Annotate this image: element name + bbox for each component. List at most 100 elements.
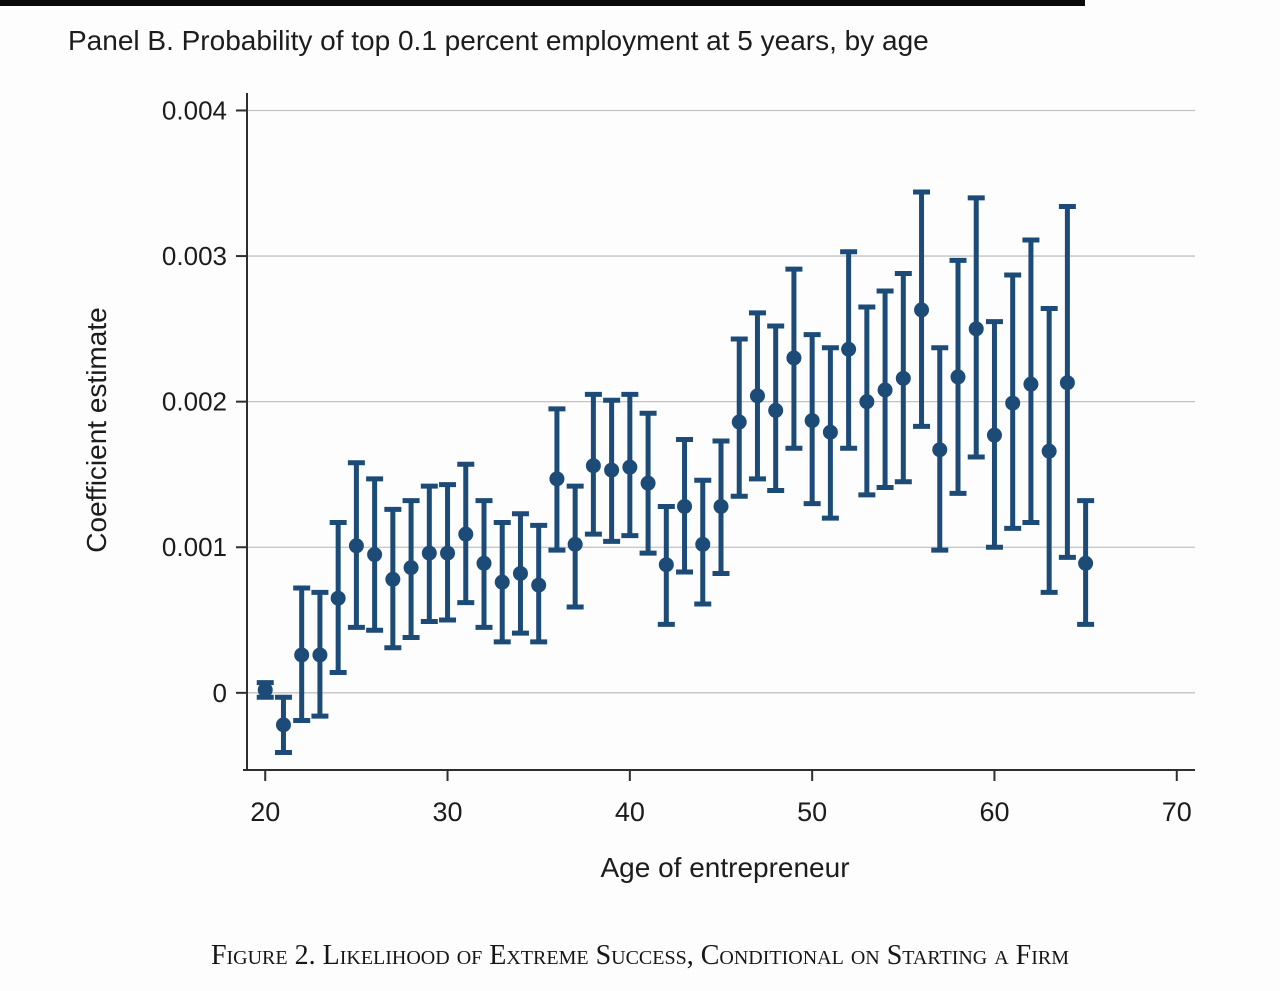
point-marker bbox=[421, 545, 437, 561]
y-tick-label: 0.001 bbox=[162, 532, 227, 562]
point-marker bbox=[440, 545, 456, 561]
errorbar-age-64 bbox=[1058, 204, 1076, 560]
errorbar-age-40 bbox=[621, 391, 639, 539]
point-marker bbox=[749, 388, 765, 404]
point-marker bbox=[768, 402, 784, 418]
errorbar-age-35 bbox=[530, 522, 548, 645]
point-marker bbox=[312, 647, 328, 663]
video-edge-artifact bbox=[0, 0, 1085, 6]
point-marker bbox=[1005, 395, 1021, 411]
errorbar-age-47 bbox=[748, 310, 766, 482]
errorbar-age-57 bbox=[931, 345, 949, 553]
point-marker bbox=[567, 536, 583, 552]
errorbar-age-55 bbox=[894, 271, 912, 485]
errorbar-age-20 bbox=[256, 680, 274, 700]
errorbar-age-37 bbox=[566, 483, 584, 610]
x-axis-title: Age of entrepreneur bbox=[600, 852, 850, 883]
x-tick-label: 30 bbox=[433, 797, 463, 827]
point-marker bbox=[476, 555, 492, 571]
point-marker bbox=[841, 341, 857, 357]
errorbar-age-25 bbox=[347, 460, 365, 630]
point-marker bbox=[1041, 443, 1057, 459]
point-marker bbox=[968, 321, 984, 337]
point-marker bbox=[1023, 376, 1039, 392]
y-tick-label: 0.002 bbox=[162, 387, 227, 417]
errorbar-age-56 bbox=[913, 189, 931, 429]
errorbar-age-24 bbox=[329, 519, 347, 675]
point-marker bbox=[330, 590, 346, 606]
point-marker bbox=[367, 547, 383, 563]
point-marker bbox=[604, 462, 620, 478]
errorbar-age-31 bbox=[457, 461, 475, 606]
errorbar-age-54 bbox=[876, 288, 894, 491]
x-tick-label: 50 bbox=[797, 797, 827, 827]
point-marker bbox=[695, 536, 711, 552]
point-marker bbox=[658, 557, 674, 573]
x-tick-label: 70 bbox=[1162, 797, 1192, 827]
errorbar-age-45 bbox=[712, 438, 730, 576]
point-marker bbox=[895, 370, 911, 386]
point-marker bbox=[731, 414, 747, 430]
errorbar-age-62 bbox=[1022, 237, 1040, 525]
point-marker bbox=[677, 498, 693, 514]
errorbar-age-33 bbox=[493, 519, 511, 645]
point-marker bbox=[275, 717, 291, 733]
point-marker bbox=[458, 526, 474, 542]
errorbar-age-51 bbox=[821, 345, 839, 521]
x-tick-label: 40 bbox=[615, 797, 645, 827]
point-marker bbox=[786, 350, 802, 366]
errorbar-age-44 bbox=[694, 477, 712, 607]
point-marker bbox=[257, 682, 273, 698]
point-marker bbox=[986, 427, 1002, 443]
point-marker bbox=[713, 498, 729, 514]
errorbar-age-32 bbox=[475, 498, 493, 630]
errorbar-age-65 bbox=[1077, 498, 1095, 627]
point-marker bbox=[877, 382, 893, 398]
x-tick-label: 20 bbox=[250, 797, 280, 827]
errorbar-age-58 bbox=[949, 257, 967, 496]
point-marker bbox=[932, 442, 948, 458]
errorbar-age-22 bbox=[293, 585, 311, 723]
point-marker bbox=[549, 471, 565, 487]
point-marker bbox=[804, 413, 820, 429]
y-tick-label: 0 bbox=[213, 678, 227, 708]
point-marker bbox=[1078, 555, 1094, 571]
errorbar-age-34 bbox=[511, 511, 529, 636]
point-marker bbox=[859, 394, 875, 410]
point-marker bbox=[494, 574, 510, 590]
point-marker bbox=[914, 302, 930, 318]
errorbar-age-21 bbox=[274, 694, 292, 756]
errorbar-age-41 bbox=[639, 410, 657, 556]
point-marker bbox=[1059, 375, 1075, 391]
errorbar-age-30 bbox=[439, 482, 457, 623]
errorbar-age-27 bbox=[384, 506, 402, 651]
errorbar-age-63 bbox=[1040, 305, 1058, 595]
errorbar-age-49 bbox=[785, 266, 803, 451]
errorbar-age-42 bbox=[657, 503, 675, 627]
point-marker bbox=[348, 538, 364, 554]
x-tick-label: 60 bbox=[979, 797, 1009, 827]
errorbar-age-52 bbox=[840, 249, 858, 451]
point-marker bbox=[385, 571, 401, 587]
errorbar-age-39 bbox=[603, 397, 621, 544]
panel-title: Panel B. Probability of top 0.1 percent … bbox=[68, 25, 929, 56]
errorbar-age-43 bbox=[676, 437, 694, 575]
errorbar-age-60 bbox=[985, 319, 1003, 550]
point-marker bbox=[622, 459, 638, 475]
errorbar-age-50 bbox=[803, 332, 821, 507]
point-marker bbox=[294, 647, 310, 663]
point-marker bbox=[950, 369, 966, 385]
errorbar-age-38 bbox=[584, 391, 602, 537]
point-marker bbox=[512, 565, 528, 581]
point-marker bbox=[403, 560, 419, 576]
errorbar-age-59 bbox=[967, 195, 985, 460]
point-marker bbox=[531, 577, 547, 593]
y-tick-label: 0.004 bbox=[162, 95, 227, 125]
figure-caption: Figure 2. Likelihood of Extreme Success,… bbox=[210, 940, 1070, 971]
point-marker bbox=[822, 424, 838, 440]
errorbar-age-28 bbox=[402, 498, 420, 641]
errorbar-age-23 bbox=[311, 589, 329, 719]
point-marker bbox=[585, 458, 601, 474]
